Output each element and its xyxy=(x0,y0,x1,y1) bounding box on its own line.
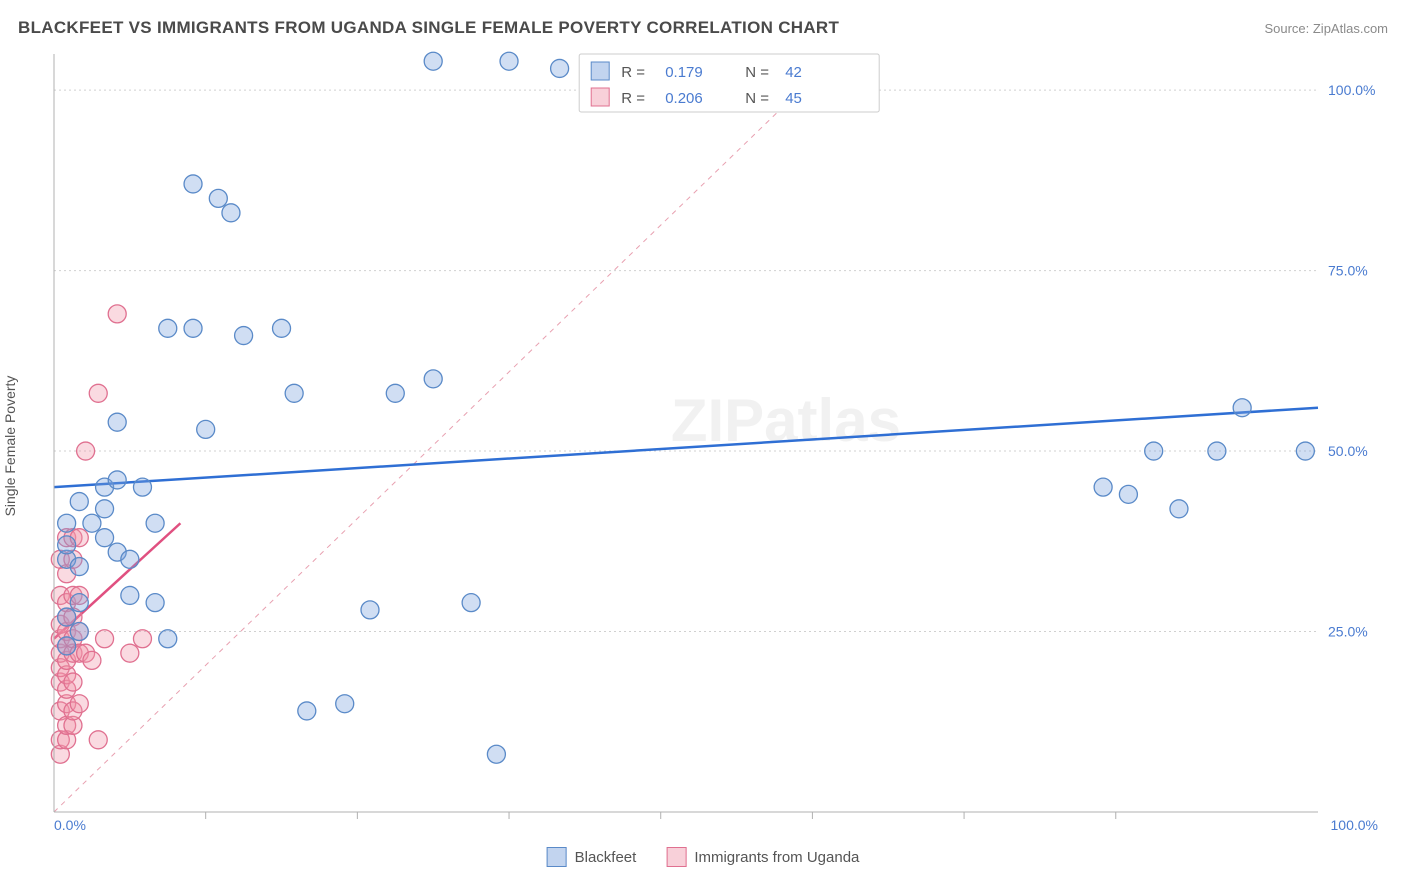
y-tick-label: 75.0% xyxy=(1328,263,1368,279)
data-point xyxy=(121,550,139,568)
data-point xyxy=(70,493,88,511)
data-point xyxy=(58,608,76,626)
legend-r-label: R = xyxy=(621,90,645,107)
legend-n-value: 42 xyxy=(785,64,802,81)
data-point xyxy=(89,731,107,749)
legend-swatch-icon xyxy=(591,88,609,106)
data-point xyxy=(58,536,76,554)
data-point xyxy=(96,630,114,648)
data-point xyxy=(1208,442,1226,460)
data-point xyxy=(70,623,88,641)
data-point xyxy=(159,319,177,337)
data-point xyxy=(273,319,291,337)
swatch-blue-icon xyxy=(547,847,567,867)
data-point xyxy=(70,558,88,576)
legend-r-label: R = xyxy=(621,64,645,81)
data-point xyxy=(96,529,114,547)
data-point xyxy=(1296,442,1314,460)
legend-swatch-icon xyxy=(591,62,609,80)
data-point xyxy=(133,630,151,648)
data-point xyxy=(424,52,442,70)
data-point xyxy=(108,305,126,323)
data-point xyxy=(424,370,442,388)
legend-item-blackfeet: Blackfeet xyxy=(547,847,637,867)
data-point xyxy=(386,384,404,402)
data-point xyxy=(336,695,354,713)
data-point xyxy=(64,673,82,691)
y-tick-label: 25.0% xyxy=(1328,624,1368,640)
legend-r-value: 0.179 xyxy=(665,64,703,81)
data-point xyxy=(222,204,240,222)
legend-n-value: 45 xyxy=(785,90,802,107)
legend-n-label: N = xyxy=(745,90,769,107)
data-point xyxy=(96,500,114,518)
data-point xyxy=(108,413,126,431)
watermark: ZIPatlas xyxy=(671,387,901,454)
data-point xyxy=(83,514,101,532)
data-point xyxy=(487,745,505,763)
data-point xyxy=(70,594,88,612)
data-point xyxy=(361,601,379,619)
y-tick-label: 100.0% xyxy=(1328,82,1375,98)
bottom-legend: Blackfeet Immigrants from Uganda xyxy=(547,847,860,867)
data-point xyxy=(70,695,88,713)
data-point xyxy=(58,637,76,655)
swatch-pink-icon xyxy=(666,847,686,867)
data-point xyxy=(146,594,164,612)
source-label: Source: ZipAtlas.com xyxy=(1264,21,1388,36)
data-point xyxy=(1170,500,1188,518)
legend-item-uganda: Immigrants from Uganda xyxy=(666,847,859,867)
data-point xyxy=(133,478,151,496)
data-point xyxy=(1094,478,1112,496)
data-point xyxy=(184,175,202,193)
legend-label: Blackfeet xyxy=(575,849,637,866)
data-point xyxy=(462,594,480,612)
data-point xyxy=(146,514,164,532)
y-axis-label: Single Female Poverty xyxy=(2,376,18,517)
data-point xyxy=(1233,399,1251,417)
legend-n-label: N = xyxy=(745,64,769,81)
data-point xyxy=(121,586,139,604)
data-point xyxy=(551,59,569,77)
data-point xyxy=(83,651,101,669)
data-point xyxy=(121,644,139,662)
data-point xyxy=(108,471,126,489)
chart-title: BLACKFEET VS IMMIGRANTS FROM UGANDA SING… xyxy=(18,18,839,38)
data-point xyxy=(500,52,518,70)
chart-container: 25.0% 50.0% 75.0% 100.0% ZIPatlas 0.0% 100.0% R… xyxy=(50,50,1388,832)
data-point xyxy=(285,384,303,402)
data-point xyxy=(184,319,202,337)
data-point xyxy=(159,630,177,648)
scatter-chart: 25.0% 50.0% 75.0% 100.0% ZIPatlas 0.0% 100.0% R… xyxy=(50,50,1388,832)
y-tick-label: 50.0% xyxy=(1328,443,1368,459)
data-point xyxy=(1119,485,1137,503)
data-point xyxy=(89,384,107,402)
data-point xyxy=(58,514,76,532)
data-point xyxy=(235,327,253,345)
data-point xyxy=(77,442,95,460)
x-tick-label: 0.0% xyxy=(54,817,86,832)
data-point xyxy=(209,189,227,207)
data-point xyxy=(1145,442,1163,460)
x-tick-label: 100.0% xyxy=(1331,817,1378,832)
data-point xyxy=(298,702,316,720)
legend-r-value: 0.206 xyxy=(665,90,703,107)
data-point xyxy=(197,420,215,438)
legend-label: Immigrants from Uganda xyxy=(694,849,859,866)
